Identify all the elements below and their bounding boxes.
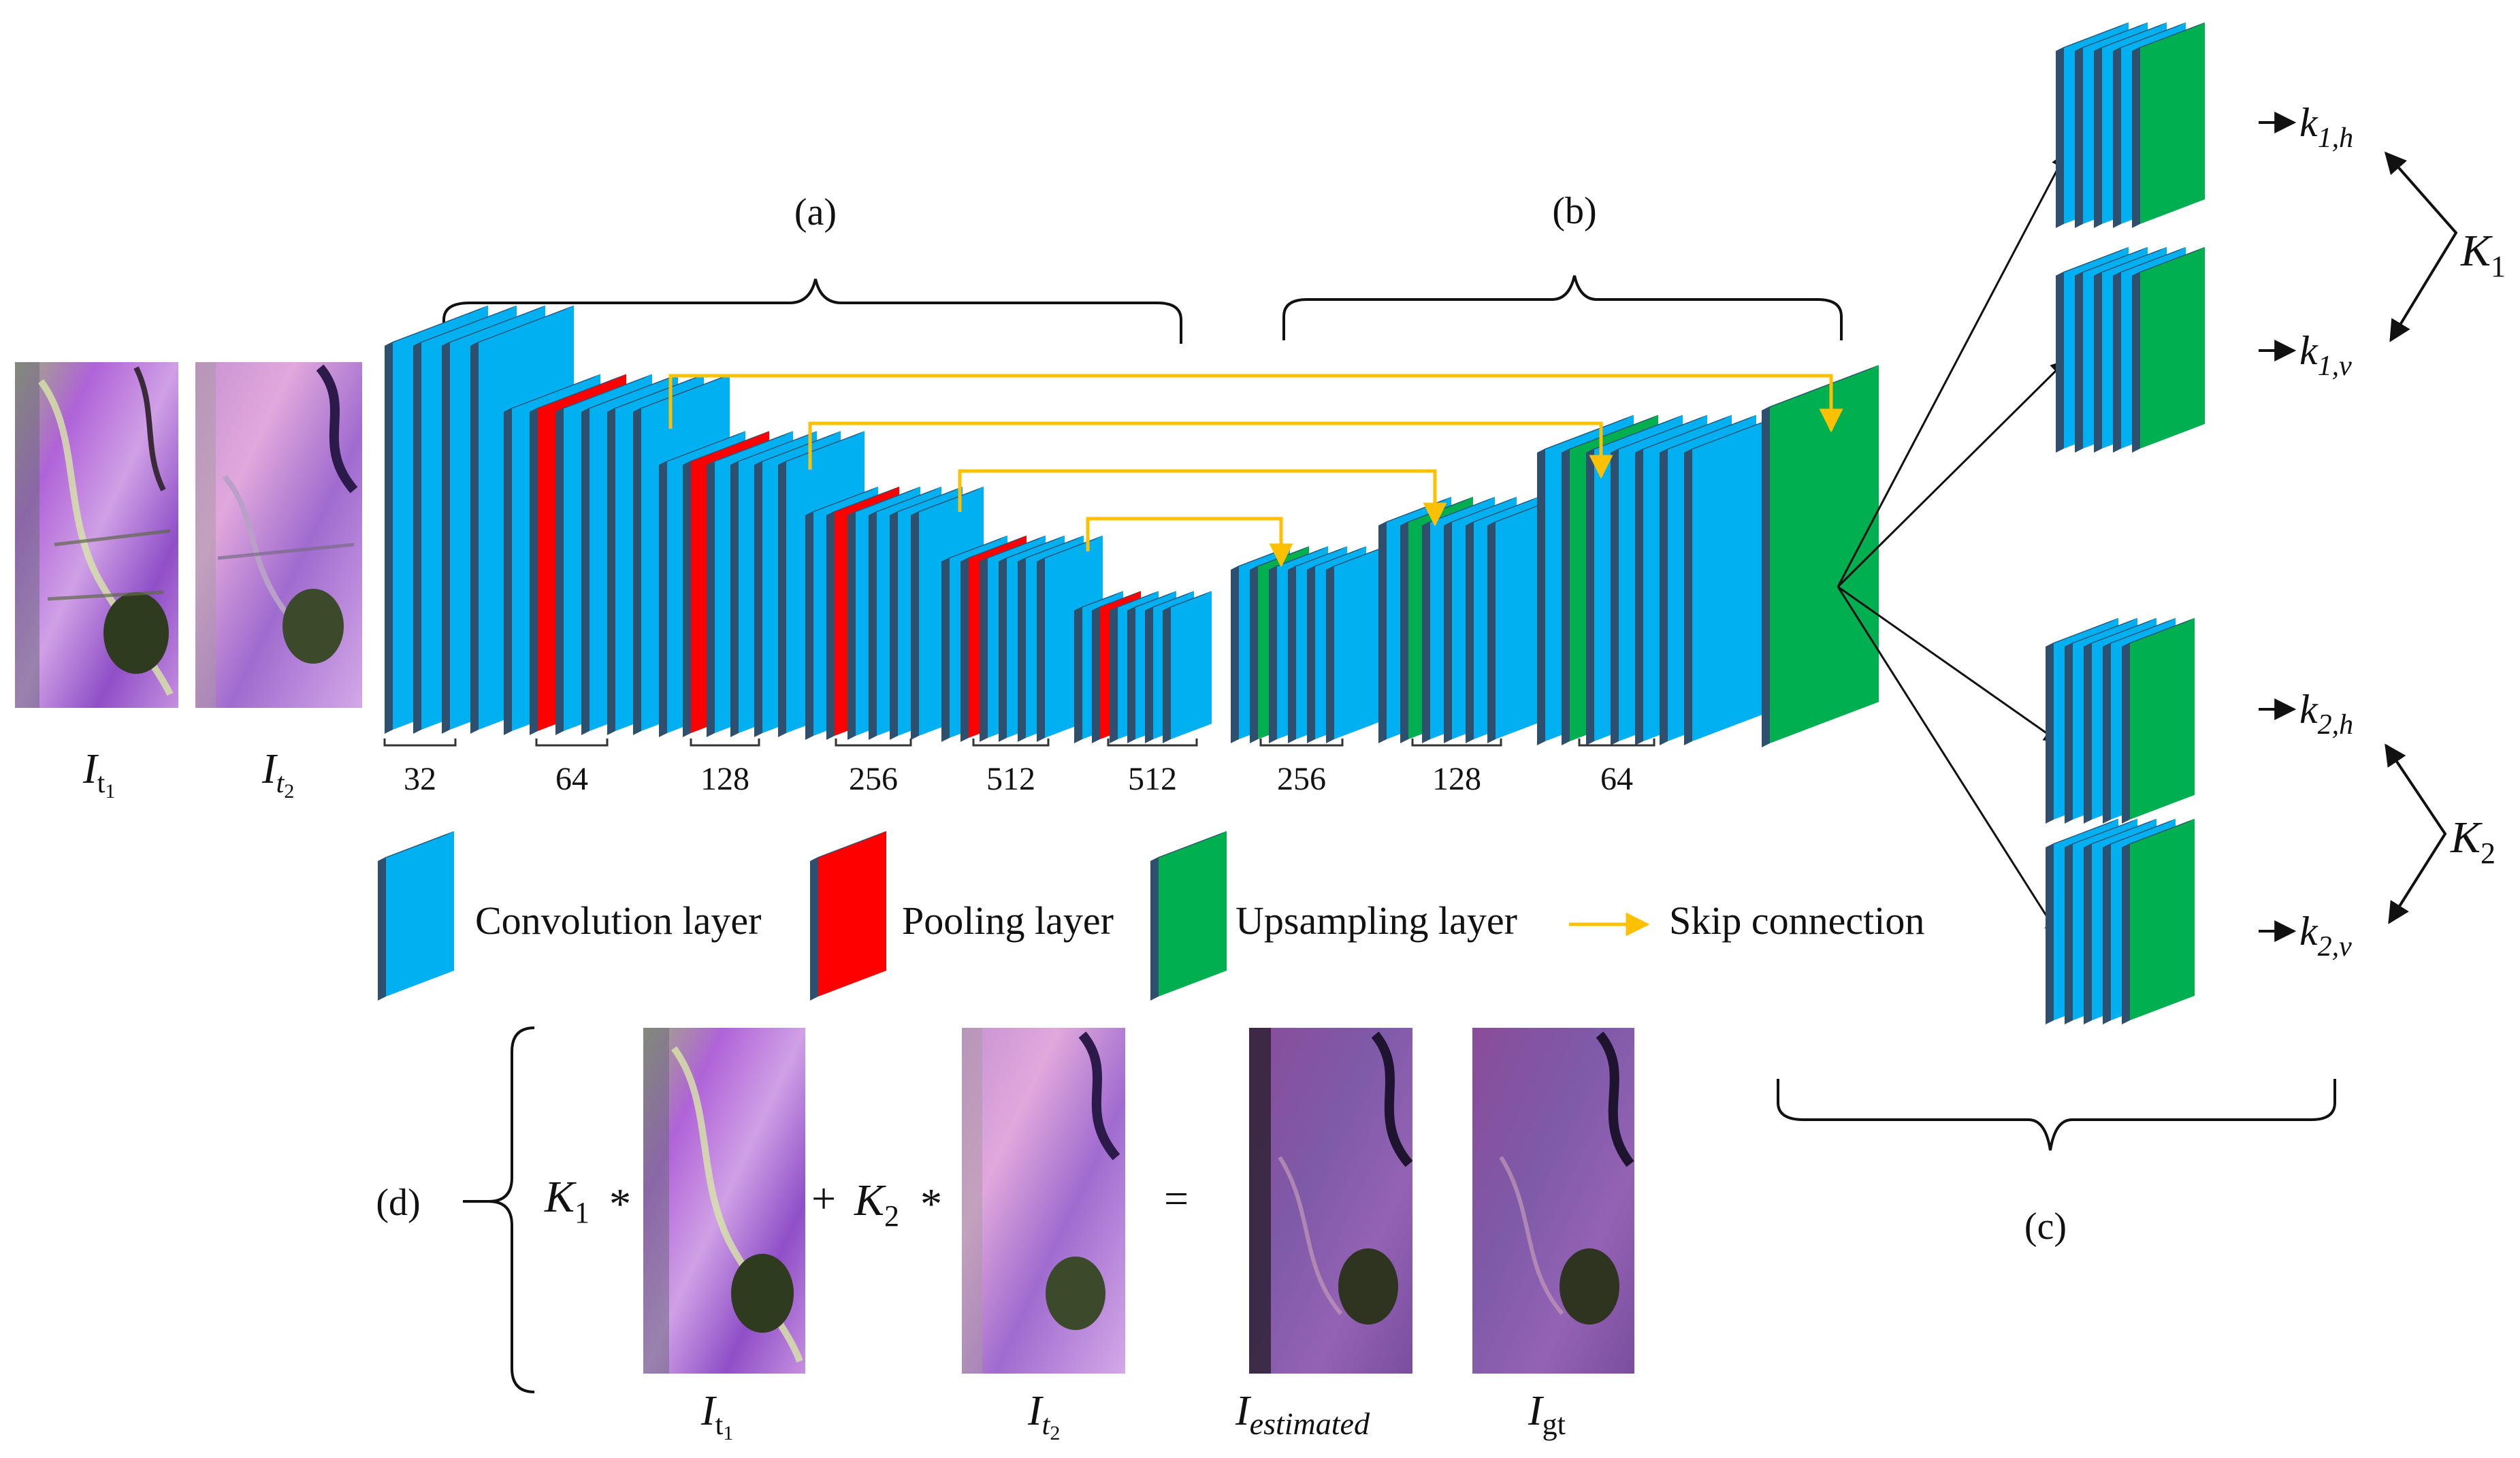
kernel-branches: [1837, 22, 2205, 1024]
svg-text:64: 64: [555, 761, 588, 797]
skip-3: [958, 469, 1447, 527]
eq-k1: K1: [544, 1172, 589, 1229]
skip-1: [668, 374, 1843, 433]
channel-labels: 32 64 128 256 512 512 256 128 64: [383, 739, 1655, 797]
group-arrow-k2: [2385, 743, 2447, 924]
bracket-c-label: (c): [2024, 1205, 2067, 1248]
skip-connections: [668, 374, 1843, 568]
bracket-a-label: (a): [794, 191, 837, 233]
bracket-d-brace: [488, 1026, 535, 1393]
eq-label-gt: Igt: [1528, 1388, 1566, 1441]
eq-label-it2: It2: [1027, 1388, 1060, 1444]
eq-plus: +: [811, 1174, 836, 1222]
branch-k1v: [2056, 246, 2205, 453]
eq-label-estimated: Iestimated: [1235, 1388, 1370, 1441]
decoder-output-layer: [1762, 365, 1879, 747]
channel-label-3: 128: [690, 739, 760, 797]
branch-k1h: [2056, 22, 2205, 228]
channel-label-4: 256: [835, 739, 912, 797]
legend-pool-label: Pooling layer: [902, 898, 1114, 943]
input-image-t2: [195, 362, 362, 708]
decoder-stage-1-layer-6: [1326, 546, 1385, 743]
svg-text:256: 256: [849, 761, 898, 797]
encoder-stage-6-layer-6: [1163, 591, 1212, 743]
decoder-stage-2: [1378, 496, 1560, 743]
branch-k1v-layer-5: [2132, 246, 2205, 453]
label-it1: It1: [82, 746, 115, 803]
bracket-b: [1282, 275, 1843, 340]
channel-label-7: 256: [1259, 739, 1344, 797]
label-k2v: k2,v: [2299, 909, 2352, 962]
eq-k2: K2: [854, 1176, 899, 1233]
decoder-stage-3-layer-7: [1684, 415, 1781, 745]
svg-text:32: 32: [404, 761, 436, 797]
eq-image-gt: [1472, 1028, 1634, 1374]
network-layers: [385, 305, 1879, 747]
branch-k2v-arrow: [1837, 586, 2061, 938]
legend-skip-label: Skip connection: [1669, 898, 1924, 943]
eq-image-t1: [643, 1028, 805, 1374]
branch-k2v: [2046, 818, 2195, 1024]
encoder-stage-4: [805, 486, 984, 740]
eq-image-t2: [962, 1028, 1125, 1374]
svg-text:128: 128: [700, 761, 749, 797]
channel-label-2: 64: [535, 739, 609, 797]
channel-label-8: 128: [1411, 739, 1502, 797]
svg-text:128: 128: [1432, 761, 1481, 797]
channel-label-9: 64: [1578, 739, 1655, 797]
skip-4: [1086, 517, 1293, 568]
legend-conv-label: Convolution layer: [475, 898, 761, 943]
branch-k1h-layer-5: [2132, 22, 2205, 228]
label-k2h: k2,h: [2299, 687, 2353, 741]
legend-up-label: Upsampling layer: [1235, 898, 1517, 943]
encoder-stage-5: [941, 535, 1103, 742]
svg-text:512: 512: [986, 761, 1035, 797]
bracket-a: [442, 278, 1182, 344]
channel-label-6: 512: [1107, 739, 1198, 797]
branch-k1v-arrow: [1837, 359, 2067, 588]
bracket-b-label: (b): [1552, 190, 1596, 232]
label-k1h: k1,h: [2299, 100, 2353, 154]
legend-pool-block: [810, 831, 886, 1001]
bracket-d-label: (d): [376, 1182, 420, 1224]
label-k1v: k1,v: [2299, 328, 2352, 382]
branch-k2h-arrow: [1837, 585, 2061, 743]
channel-label-5: 512: [972, 739, 1050, 797]
decoder-stage-3: [1537, 415, 1781, 745]
eq-label-it1: It1: [700, 1388, 733, 1444]
branch-k2v-layer-5: [2122, 818, 2195, 1024]
legend-up-block: [1150, 831, 1227, 1001]
eq-star-1: *: [609, 1180, 631, 1228]
channel-label-1: 32: [383, 739, 457, 797]
encoder-stage-6: [1074, 591, 1212, 743]
skip-2: [808, 421, 1613, 479]
decoder-stage-1: [1231, 546, 1385, 743]
label-K1: K1: [2460, 226, 2506, 283]
branch-k2h-layer-5: [2122, 617, 2195, 824]
eq-image-estimated: [1249, 1028, 1413, 1374]
label-it2: It2: [261, 746, 294, 803]
bracket-c: [1777, 1079, 2336, 1151]
eq-star-2: *: [920, 1180, 942, 1228]
input-image-t1: [15, 362, 178, 708]
output-labels: k1,h k1,v k2,h k2,v K1 K2: [2259, 100, 2506, 962]
branch-k2h: [2046, 617, 2195, 824]
branch-k1h-arrow: [1837, 151, 2067, 587]
svg-text:256: 256: [1277, 761, 1326, 797]
svg-text:512: 512: [1128, 761, 1177, 797]
legend-conv-block: [378, 831, 454, 1001]
legend: [378, 831, 1227, 1001]
group-arrow-k1: [2384, 151, 2458, 342]
eq-equals: =: [1164, 1174, 1189, 1222]
svg-text:64: 64: [1600, 761, 1633, 797]
label-K2: K2: [2450, 813, 2495, 870]
